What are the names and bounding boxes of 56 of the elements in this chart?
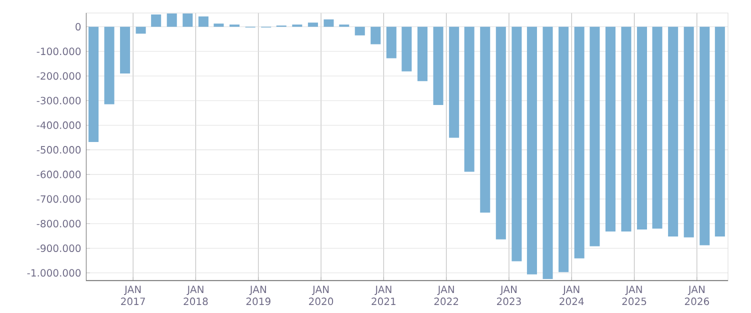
bar (136, 26, 146, 34)
x-tick-label: JAN 2017 (121, 286, 145, 306)
bar (512, 26, 522, 262)
x-tick-label: JAN 2025 (622, 286, 646, 306)
y-tick-label: -300.000 (36, 96, 81, 104)
x-tick-label: JAN 2022 (434, 286, 458, 306)
y-tick-label: -700.000 (36, 195, 81, 203)
y-tick-label: -600.000 (36, 170, 81, 178)
y-tick-label: -900.000 (36, 244, 81, 252)
x-tick-label: JAN 2024 (560, 286, 584, 306)
bar (370, 26, 381, 44)
bar (526, 26, 537, 274)
y-tick-label: -800.000 (36, 220, 81, 228)
bar (621, 26, 632, 232)
y-tick-label: 0 (76, 22, 81, 31)
y-tick-label: -1.000.000 (27, 269, 81, 277)
bar (574, 26, 584, 258)
bar (480, 26, 490, 213)
bar (590, 26, 600, 246)
y-tick-label: -400.000 (36, 121, 81, 129)
bar (402, 26, 412, 72)
bar (166, 13, 177, 27)
bar (558, 26, 569, 272)
bar (464, 26, 474, 172)
bar (386, 26, 396, 58)
x-tick-label: JAN 2026 (684, 286, 710, 306)
x-tick-label: JAN 2019 (246, 286, 270, 306)
x-tick-label: JAN 2023 (496, 286, 521, 306)
bar (636, 26, 648, 230)
bar (198, 16, 208, 27)
bar (324, 19, 334, 27)
bar (433, 26, 444, 106)
bar (496, 26, 506, 240)
bar (120, 26, 130, 74)
x-tick-label: JAN 2021 (372, 286, 396, 306)
bar (417, 26, 428, 82)
bar (104, 26, 114, 104)
bar (714, 26, 725, 236)
bar (308, 22, 318, 27)
bar (542, 26, 553, 280)
x-tick-label: JAN 2018 (184, 286, 208, 306)
y-tick-label: -200.000 (36, 72, 81, 80)
bar (684, 26, 694, 238)
bar (668, 26, 678, 236)
bar (449, 26, 460, 138)
y-tick-label: -100.000 (36, 48, 81, 56)
bar (151, 14, 162, 27)
bar (652, 26, 662, 229)
bar (182, 13, 193, 27)
bar (88, 26, 99, 142)
bar (605, 26, 616, 232)
bar (700, 26, 710, 246)
x-tick-label: JAN 2020 (309, 286, 334, 306)
y-tick-label: -500.000 (36, 146, 81, 154)
bar (354, 26, 365, 36)
bar (214, 24, 224, 27)
